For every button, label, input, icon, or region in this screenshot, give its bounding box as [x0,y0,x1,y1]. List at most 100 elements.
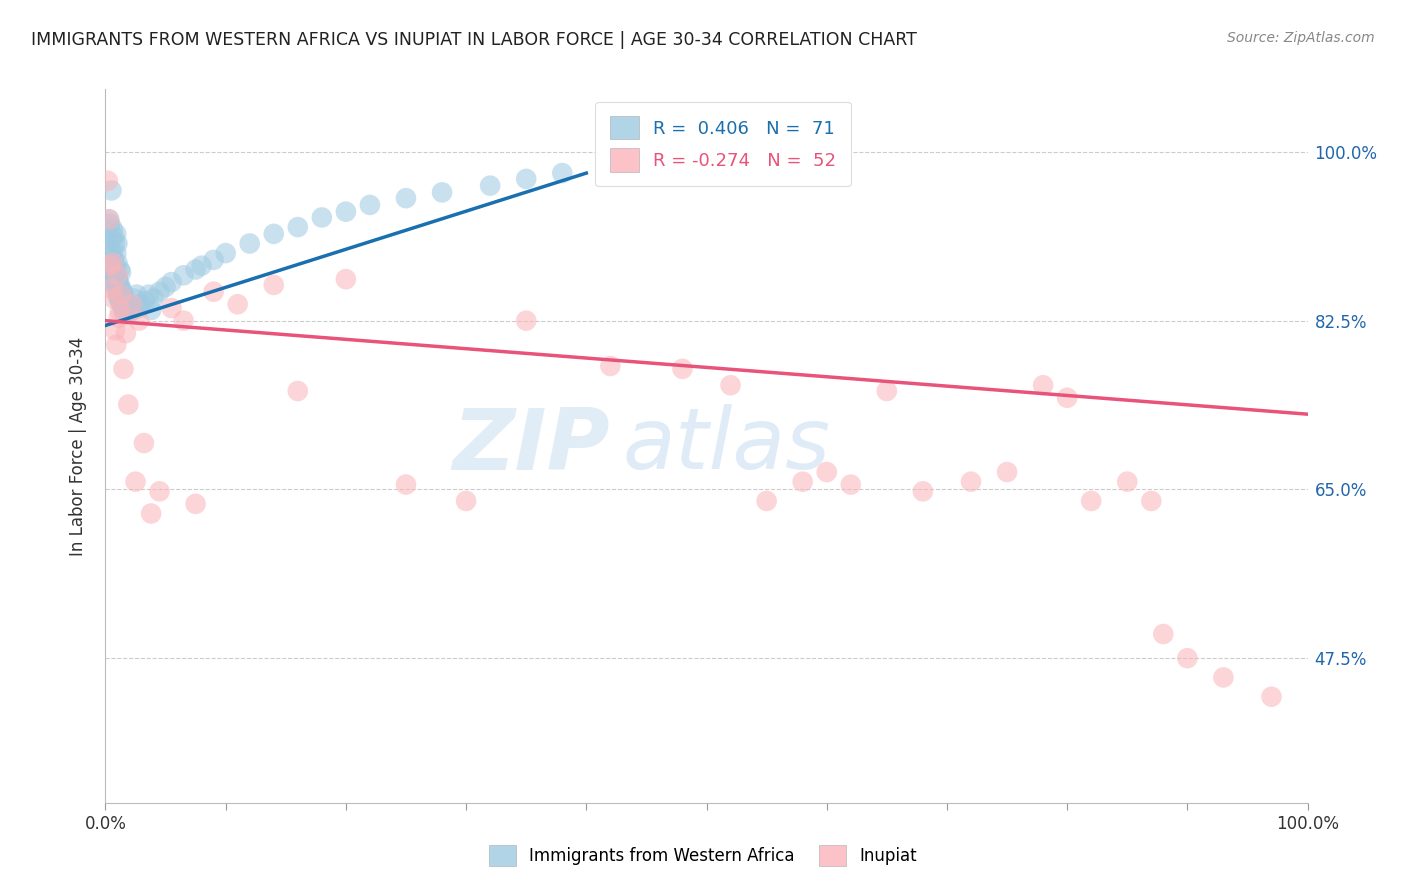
Point [1212,670,1234,684]
Point [1032,378,1054,392]
Point [755,494,778,508]
Point [214,246,236,260]
Point [1175,651,1198,665]
Point [104,236,127,251]
Point [114,292,136,306]
Point [111,299,134,313]
Point [100,184,122,198]
Point [479,178,502,193]
Point [287,220,309,235]
Point [105,265,128,279]
Point [184,262,207,277]
Point [202,285,225,299]
Point [226,297,249,311]
Point [155,280,177,294]
Point [359,198,381,212]
Point [134,294,156,309]
Point [515,313,537,327]
Point [160,275,183,289]
Point [599,359,621,373]
Point [115,295,138,310]
Point [108,277,131,292]
Point [960,475,983,489]
Point [97,174,120,188]
Point [132,436,155,450]
Point [125,287,148,301]
Point [107,272,129,286]
Point [160,301,183,315]
Point [124,292,146,306]
Point [671,362,693,376]
Point [839,477,862,491]
Point [107,268,129,283]
Text: ZIP: ZIP [453,404,610,488]
Point [100,232,122,246]
Point [1080,494,1102,508]
Point [105,282,128,296]
Point [101,256,124,270]
Point [98,260,121,275]
Point [202,252,225,267]
Point [107,256,129,270]
Point [128,301,150,315]
Point [142,292,165,306]
Point [108,294,131,309]
Point [121,304,143,318]
Point [100,282,122,296]
Point [720,378,742,392]
Point [148,285,170,299]
Point [815,465,838,479]
Point [190,259,212,273]
Point [395,191,418,205]
Point [114,307,136,321]
Point [1152,627,1174,641]
Point [110,297,132,311]
Text: Source: ZipAtlas.com: Source: ZipAtlas.com [1227,31,1375,45]
Point [792,475,814,489]
Point [108,304,131,318]
Text: atlas: atlas [623,404,831,488]
Point [104,323,127,337]
Point [287,384,309,398]
Point [107,275,129,289]
Point [105,246,128,260]
Point [112,362,135,376]
Point [124,475,146,489]
Point [454,494,477,508]
Point [139,303,162,318]
Point [551,166,574,180]
Point [107,292,129,306]
Point [138,287,160,301]
Point [101,246,124,260]
Point [911,484,934,499]
Point [107,310,129,325]
Point [1056,391,1078,405]
Point [1260,690,1282,704]
Point [115,301,138,315]
Point [335,272,357,286]
Point [239,236,262,251]
Point [101,222,124,236]
Point [139,507,162,521]
Point [104,277,127,292]
Point [515,172,537,186]
Point [173,313,195,327]
Point [98,259,121,273]
Point [98,217,121,231]
Point [103,275,125,289]
Point [173,268,195,283]
Point [263,277,285,292]
Y-axis label: In Labor Force | Age 30-34: In Labor Force | Age 30-34 [69,336,87,556]
Point [107,287,129,301]
Point [108,262,131,277]
Point [103,252,125,267]
Point [111,284,134,298]
Point [876,384,898,398]
Point [115,326,138,341]
Point [335,204,357,219]
Point [117,398,139,412]
Point [430,186,453,200]
Point [98,212,121,227]
Point [120,297,142,311]
Point [101,272,124,286]
